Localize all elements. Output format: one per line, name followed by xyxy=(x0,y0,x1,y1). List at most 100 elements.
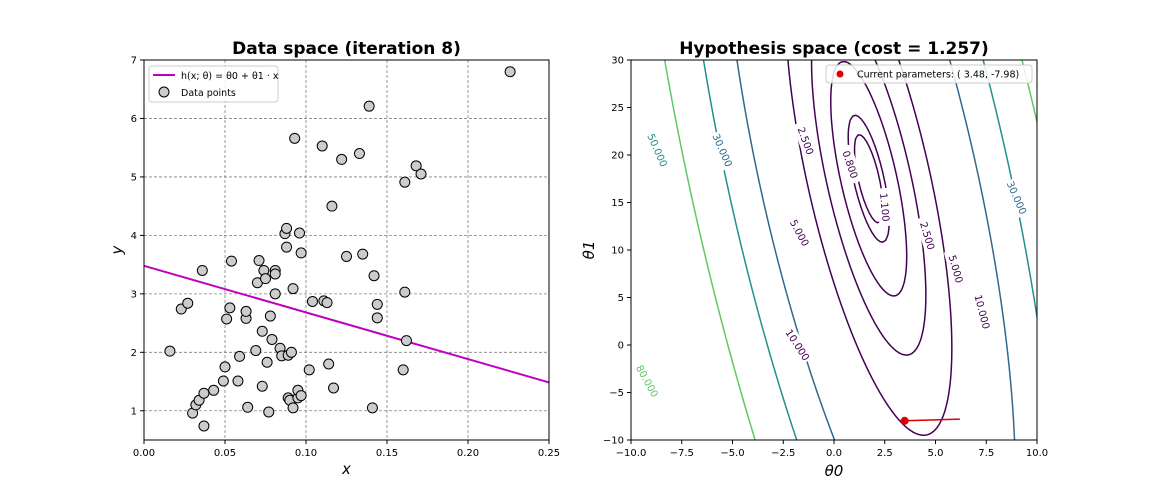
data-point xyxy=(232,375,244,387)
contour-label-bg xyxy=(915,215,940,257)
data-point xyxy=(256,380,268,392)
data-point xyxy=(371,312,383,324)
data-point xyxy=(399,286,411,298)
right-x-tick-label: −7.5 xyxy=(670,448,694,459)
data-point xyxy=(306,295,318,307)
data-point xyxy=(295,247,307,259)
contour-lines-layer xyxy=(663,60,1037,440)
contour-label-bg xyxy=(876,187,894,227)
contour-label-bg xyxy=(943,248,968,290)
data-point xyxy=(371,298,383,310)
data-point xyxy=(397,364,409,376)
left-y-tick-label: 1 xyxy=(131,406,137,417)
step-trail xyxy=(904,418,960,422)
data-point xyxy=(264,310,276,322)
data-point xyxy=(219,361,231,373)
left-x-tick-label: 0.00 xyxy=(133,448,155,459)
left-axes-frame xyxy=(143,59,550,441)
right-y-tick-label: 10 xyxy=(611,246,624,257)
data-point xyxy=(208,384,220,396)
right-y-tick-label: 30 xyxy=(611,56,624,67)
data-point xyxy=(328,382,340,394)
contour-label: 30.000 xyxy=(708,130,737,171)
legend-marker-swatch xyxy=(158,86,170,98)
right-y-ticks: −10 −5 0 5 10 15 20 25 30 xyxy=(603,56,631,447)
contour-label-bg xyxy=(643,130,672,171)
right-y-tick-label: 5 xyxy=(618,293,624,304)
right-y-tick-label: 20 xyxy=(611,151,624,162)
contour-label-bg xyxy=(792,120,819,162)
contour-label: 10.000 xyxy=(970,291,994,332)
data-point xyxy=(269,268,281,280)
left-x-tick-label: 0.25 xyxy=(538,448,560,459)
data-point xyxy=(363,100,375,112)
contour-labels-layer: 0.8001.1002.5002.5005.0005.00010.00010.0… xyxy=(631,120,1031,402)
current-parameters-point xyxy=(900,416,909,425)
right-x-label: θ0 xyxy=(825,462,844,480)
right-axes-frame xyxy=(630,59,1038,441)
contour-label-bg xyxy=(970,291,994,332)
contour-label: 2.500 xyxy=(792,120,819,162)
data-point xyxy=(410,160,422,172)
data-point xyxy=(289,132,301,144)
left-y-ticks: 1 2 3 4 5 6 7 xyxy=(131,56,144,417)
data-point xyxy=(256,325,268,337)
contour-label-bg xyxy=(781,325,814,365)
contour-label: 80.000 xyxy=(631,361,663,402)
legend-entry-data-points: Data points xyxy=(181,88,236,99)
right-x-ticks: −10.0 −7.5 −5.0 −2.5 0.0 2.5 5.0 7.5 10.0 xyxy=(616,440,1048,459)
contour-label-bg xyxy=(631,361,663,402)
contour-label: 2.500 xyxy=(915,215,940,257)
data-point xyxy=(224,302,236,314)
data-point xyxy=(357,248,369,260)
data-point xyxy=(164,345,176,357)
data-point xyxy=(287,402,299,414)
legend-entry-hypothesis: h(x; θ) = θ0 + θ1 · x xyxy=(181,71,279,82)
data-point xyxy=(281,241,293,253)
data-point xyxy=(250,345,262,357)
right-x-tick-label: 10.0 xyxy=(1026,448,1048,459)
data-point xyxy=(263,406,275,418)
right-x-tick-label: 2.5 xyxy=(877,448,893,459)
data-point xyxy=(353,148,365,160)
left-y-tick-label: 3 xyxy=(131,289,137,300)
left-legend: h(x; θ) = θ0 + θ1 · x Data points xyxy=(148,65,279,103)
right-x-tick-label: −2.5 xyxy=(771,448,795,459)
contour-label-bg xyxy=(1002,177,1031,219)
contour-label: 50.000 xyxy=(643,130,672,171)
left-x-tick-label: 0.10 xyxy=(295,448,317,459)
hypothesis-line xyxy=(143,264,550,384)
data-point xyxy=(341,250,352,262)
data-point xyxy=(323,358,335,370)
data-point xyxy=(182,297,194,309)
right-y-tick-label: −10 xyxy=(603,436,624,447)
right-x-tick-label: 5.0 xyxy=(928,448,944,459)
contour-label: 5.000 xyxy=(784,212,815,253)
data-point xyxy=(221,313,233,325)
contour-label-text: 2.500 xyxy=(917,221,936,252)
left-title: Data space (iteration 8) xyxy=(232,39,461,59)
right-x-tick-label: 7.5 xyxy=(978,448,994,459)
data-point xyxy=(240,305,252,317)
right-legend-box xyxy=(825,64,1033,84)
left-grid xyxy=(144,60,549,440)
data-point xyxy=(295,390,307,402)
left-x-tick-label: 0.05 xyxy=(214,448,236,459)
data-point xyxy=(198,420,210,432)
data-point xyxy=(198,387,210,399)
right-x-tick-label: 0.0 xyxy=(826,448,842,459)
data-point xyxy=(294,227,306,239)
right-x-tick-label: −10.0 xyxy=(616,448,647,459)
right-x-tick-label: −5.0 xyxy=(720,448,744,459)
right-y-tick-label: 15 xyxy=(611,198,624,209)
right-y-tick-label: 25 xyxy=(611,103,624,114)
contour-label-text: 1.100 xyxy=(877,193,891,223)
right-y-tick-label: −5 xyxy=(609,388,624,399)
hypothesis-space-panel: Hypothesis space (cost = 1.257) 0.800 1.1… xyxy=(580,39,1048,480)
data-point xyxy=(269,288,281,300)
data-point xyxy=(261,356,273,368)
data-point xyxy=(217,375,229,387)
right-y-label: θ1 xyxy=(580,241,598,260)
left-y-tick-label: 2 xyxy=(131,348,137,359)
